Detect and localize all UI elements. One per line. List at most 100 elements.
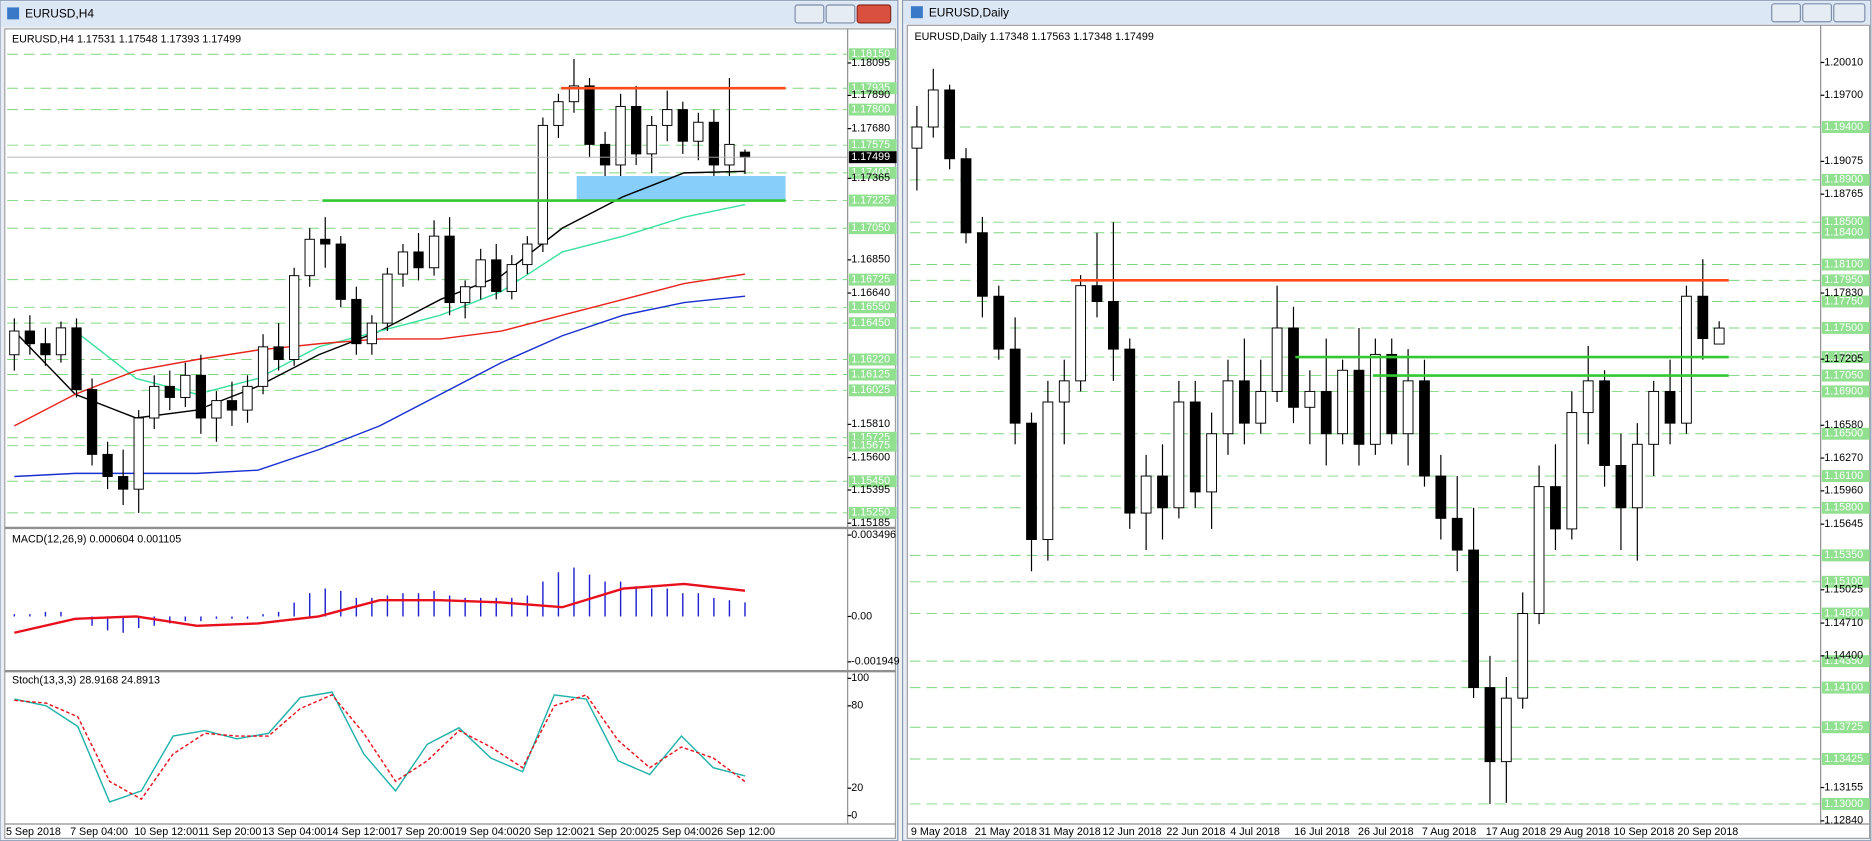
time-label: 10 Sep 2018 bbox=[1614, 826, 1675, 838]
y-tick-label: 0.00 bbox=[851, 610, 872, 622]
level-label: 1.15450 bbox=[851, 475, 890, 487]
level-label-bg bbox=[848, 301, 897, 314]
level-label-bg bbox=[1821, 173, 1870, 186]
time-label: 26 Sep 12:00 bbox=[711, 826, 775, 838]
time-label: 20 Sep 2018 bbox=[1677, 826, 1738, 838]
time-label: 7 Sep 04:00 bbox=[70, 826, 128, 838]
candle-body bbox=[335, 243, 346, 300]
level-label: 1.17575 bbox=[851, 139, 890, 151]
time-label: 7 Aug 2018 bbox=[1422, 826, 1476, 838]
candle-body bbox=[927, 89, 939, 128]
level-label: 1.16550 bbox=[851, 301, 890, 313]
candle-body bbox=[382, 273, 393, 324]
level-label: 1.18900 bbox=[1824, 174, 1863, 186]
level-label: 1.16500 bbox=[1824, 428, 1863, 440]
level-label: 1.15350 bbox=[1824, 549, 1863, 561]
level-label: 1.17935 bbox=[851, 82, 890, 94]
level-label: 1.15725 bbox=[851, 432, 890, 444]
minimize-button[interactable] bbox=[794, 4, 825, 24]
level-label-bg bbox=[848, 353, 897, 366]
candle-body bbox=[1369, 353, 1381, 445]
time-label: 25 Sep 04:00 bbox=[647, 826, 711, 838]
time-label: 17 Sep 20:00 bbox=[391, 826, 455, 838]
level-label-bg bbox=[1821, 607, 1870, 620]
level-label-bg bbox=[848, 439, 897, 452]
candle-body bbox=[522, 243, 533, 266]
candle-body bbox=[1402, 380, 1414, 435]
candle-body bbox=[1451, 517, 1463, 551]
time-label: 21 Sep 20:00 bbox=[583, 826, 647, 838]
level-label-bg bbox=[1821, 351, 1870, 364]
candle-body bbox=[599, 143, 611, 166]
level-label-bg bbox=[848, 368, 897, 381]
window-icon bbox=[7, 7, 20, 20]
level-label-bg bbox=[1821, 321, 1870, 334]
y-tick-label: 1.16640 bbox=[851, 287, 890, 299]
level-label-bg bbox=[1821, 655, 1870, 668]
level-label-bg bbox=[848, 222, 897, 235]
candle-body bbox=[584, 85, 595, 145]
y-tick-label: 1.19075 bbox=[1824, 155, 1863, 167]
candle-body bbox=[428, 235, 440, 269]
level-label-bg bbox=[1821, 797, 1870, 810]
candle-body bbox=[960, 158, 972, 234]
level-label: 1.15800 bbox=[1824, 502, 1863, 514]
candle-body bbox=[662, 109, 673, 126]
candle-body bbox=[55, 327, 67, 356]
chart-info: EURUSD,H4 1.17531 1.17548 1.17393 1.1749… bbox=[12, 33, 241, 45]
candle-body bbox=[71, 327, 82, 391]
y-tick-label: 1.15395 bbox=[851, 484, 890, 496]
candle-body bbox=[1615, 464, 1627, 509]
candle-body bbox=[273, 346, 284, 360]
level-label-bg bbox=[1821, 753, 1870, 765]
candle-body bbox=[289, 275, 300, 360]
macd-label: MACD(12,26,9) 0.000604 0.001105 bbox=[12, 534, 181, 546]
level-label-bg bbox=[848, 103, 897, 116]
candle-body bbox=[475, 259, 486, 288]
close-button[interactable] bbox=[1833, 3, 1866, 23]
candle-body bbox=[1713, 327, 1725, 345]
time-label: 11 Sep 20:00 bbox=[198, 826, 261, 838]
maximize-button[interactable] bbox=[825, 4, 856, 24]
candle-body bbox=[1173, 401, 1185, 509]
title-bar[interactable] bbox=[1, 1, 897, 27]
candle-body bbox=[257, 346, 269, 387]
macd-signal bbox=[14, 582, 746, 634]
current-price-bg bbox=[848, 151, 897, 164]
maximize-button[interactable] bbox=[1802, 3, 1833, 23]
time-label: 17 Aug 2018 bbox=[1486, 826, 1546, 838]
title-bar[interactable] bbox=[903, 1, 1870, 25]
candle-body bbox=[537, 124, 549, 245]
y-tick-label: 1.14710 bbox=[1824, 617, 1863, 629]
candle-body bbox=[460, 286, 471, 304]
candle-body bbox=[1386, 353, 1398, 435]
candle-body bbox=[491, 259, 502, 292]
candle-body bbox=[1517, 613, 1529, 699]
level-label-bg bbox=[1821, 427, 1870, 440]
candle-body bbox=[1124, 348, 1136, 514]
candle-body bbox=[911, 126, 923, 149]
y-tick-label: 80 bbox=[851, 700, 863, 712]
y-tick-label: 1.17365 bbox=[851, 172, 890, 184]
level-label-bg bbox=[848, 506, 897, 519]
candle-body bbox=[1468, 549, 1479, 689]
candle-body bbox=[977, 232, 988, 297]
candle-body bbox=[1550, 486, 1561, 530]
y-tick-label: 1.13155 bbox=[1824, 781, 1863, 793]
candle-body bbox=[86, 389, 98, 455]
time-label: 22 Jun 2018 bbox=[1166, 826, 1225, 838]
candle-body bbox=[1042, 401, 1054, 540]
time-label: 21 May 2018 bbox=[975, 826, 1037, 838]
time-label: 4 Jul 2018 bbox=[1230, 826, 1280, 838]
level-label-bg bbox=[848, 317, 897, 330]
level-label: 1.17225 bbox=[851, 194, 890, 206]
close-button[interactable] bbox=[856, 4, 892, 24]
level-label-bg bbox=[1821, 681, 1870, 694]
y-tick-label: -0.001949 bbox=[851, 656, 899, 668]
time-label: 20 Sep 12:00 bbox=[519, 826, 583, 838]
time-label: 13 Sep 04:00 bbox=[262, 826, 326, 838]
candle-body bbox=[1075, 285, 1087, 382]
minimize-button[interactable] bbox=[1771, 3, 1801, 23]
candle-body bbox=[1271, 327, 1283, 392]
candle-body bbox=[24, 330, 36, 345]
